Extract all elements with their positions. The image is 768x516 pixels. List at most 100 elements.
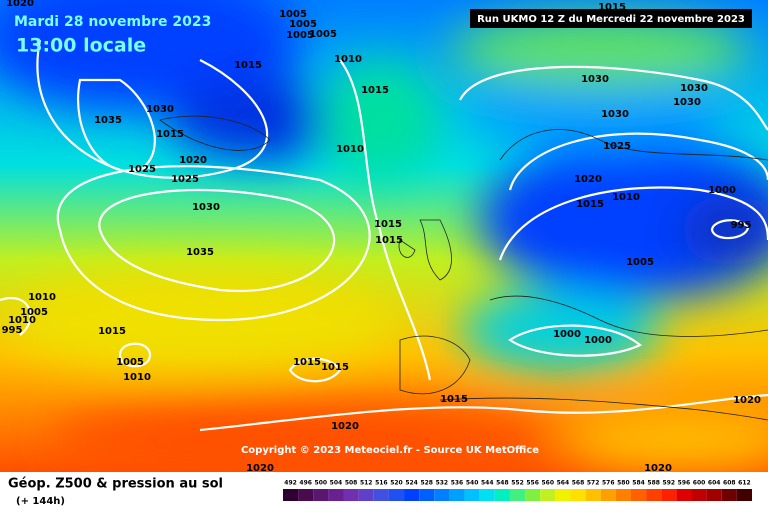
colorbar-swatch — [661, 489, 677, 501]
isobar-label: 1030 — [581, 74, 609, 85]
isobar-label: 1005 — [309, 29, 337, 40]
isobar-label: 1020 — [6, 0, 34, 9]
isobar-label: 1015 — [361, 85, 389, 96]
isobar-label: 1015 — [234, 60, 262, 71]
isobar-label: 1015 — [375, 235, 403, 246]
colorbar-tick-label: 528 — [420, 480, 433, 487]
colorbar-swatch — [343, 489, 359, 501]
colorbar-swatch — [464, 489, 480, 501]
isobar-label: 1020 — [733, 395, 761, 406]
colorbar-swatch — [434, 489, 450, 501]
footer-title: Géop. Z500 & pression au sol — [8, 477, 223, 492]
colorbar-swatch — [585, 489, 601, 501]
isobar-label: 1025 — [603, 141, 631, 152]
colorbar-tick-label: 584 — [632, 480, 645, 487]
colorbar-swatch — [676, 489, 692, 501]
isobar-label: 1020 — [246, 463, 274, 474]
isobar-label: 1015 — [576, 199, 604, 210]
isobar-label: 1015 — [440, 394, 468, 405]
colorbar-tick-label: 552 — [511, 480, 524, 487]
colorbar-tick-label: 536 — [451, 480, 464, 487]
forecast-date: Mardi 28 novembre 2023 — [14, 14, 211, 30]
isobar-label: 1000 — [553, 329, 581, 340]
colorbar-tick-label: 568 — [572, 480, 585, 487]
isobar-label: 1015 — [293, 357, 321, 368]
colorbar-swatch — [328, 489, 344, 501]
colorbar-tick-label: 588 — [647, 480, 660, 487]
colorbar-tick-label: 500 — [315, 480, 328, 487]
colorbar-swatch — [646, 489, 662, 501]
isobar-label: 1030 — [192, 202, 220, 213]
isobar-label: 1025 — [171, 174, 199, 185]
coastlines — [159, 115, 768, 421]
colorbar-tick-label: 540 — [466, 480, 479, 487]
isobar-label: 1005 — [286, 30, 314, 41]
colorbar-swatch — [479, 489, 495, 501]
isobar-label: 1015 — [156, 129, 184, 140]
isobar-label: 1035 — [94, 115, 122, 126]
isobar-label: 1015 — [374, 219, 402, 230]
colorbar-swatch — [283, 489, 299, 501]
isobar-label: 1030 — [601, 109, 629, 120]
isobars — [0, 39, 768, 432]
isobar-label: 1035 — [186, 247, 214, 258]
run-box — [470, 9, 752, 28]
copyright: Copyright © 2023 Meteociel.fr - Source U… — [241, 445, 539, 456]
colorbar-tick-label: 600 — [693, 480, 706, 487]
colorbar-swatch — [419, 489, 435, 501]
colorbar-swatch — [313, 489, 329, 501]
colorbar-tick-label: 492 — [284, 480, 297, 487]
colorbar-swatch — [525, 489, 541, 501]
isobar-label: 1005 — [20, 307, 48, 318]
forecast-time: 13:00 locale — [16, 35, 146, 57]
colorbar-tick-label: 564 — [557, 480, 570, 487]
colorbar-tick-label: 560 — [541, 480, 554, 487]
colorbar-tick-label: 556 — [526, 480, 539, 487]
isobar-label: 1015 — [321, 362, 349, 373]
colorbar-tick-label: 520 — [390, 480, 403, 487]
isobar-label: 1010 — [28, 292, 56, 303]
isobar-label: 1000 — [708, 185, 736, 196]
colorbar-swatch — [555, 489, 571, 501]
isobar-label: 995 — [731, 220, 752, 231]
colorbar-swatch — [570, 489, 586, 501]
isobar-label: 1020 — [331, 421, 359, 432]
colorbar-tick-label: 544 — [481, 480, 494, 487]
isobar-label: 1010 — [336, 144, 364, 155]
isobar-label: 1030 — [673, 97, 701, 108]
colorbar-swatch — [373, 489, 389, 501]
isobar-label: 1030 — [146, 104, 174, 115]
isobar-label: 1020 — [644, 463, 672, 474]
isobar-label: 1005 — [279, 9, 307, 20]
colorbar-swatch — [706, 489, 722, 501]
colorbar-tick-label: 592 — [663, 480, 676, 487]
colorbar-tick-label: 576 — [602, 480, 615, 487]
isobar-label: 1005 — [289, 19, 317, 30]
colorbar-tick-label: 608 — [723, 480, 736, 487]
colorbar-swatch — [736, 489, 752, 501]
colorbar-swatch — [404, 489, 420, 501]
isobar-label: 1020 — [179, 155, 207, 166]
colorbar-swatch — [449, 489, 465, 501]
colorbar: 492 496 500 504 508 512 516 520 524 528 532 536 540 5… — [283, 480, 752, 501]
colorbar-swatch — [615, 489, 631, 501]
isobar-label: 1010 — [612, 192, 640, 203]
isobar-label: 1010 — [123, 372, 151, 383]
isobar-label: 1015 — [598, 2, 626, 13]
colorbar-tick-label: 516 — [375, 480, 388, 487]
colorbar-tick-label: 524 — [405, 480, 418, 487]
colorbar-swatch — [298, 489, 314, 501]
isobar-label: 1015 — [98, 326, 126, 337]
isobar-label: 1010 — [8, 315, 36, 326]
colorbar-swatch — [494, 489, 510, 501]
colorbar-tick-label: 532 — [436, 480, 449, 487]
colorbar-swatch — [721, 489, 737, 501]
colorbar-swatch — [540, 489, 556, 501]
isobar-label: 1025 — [128, 164, 156, 175]
isobar-label: 1010 — [334, 54, 362, 65]
colorbar-swatch — [388, 489, 405, 501]
run-info: Run UKMO 12 Z du Mercredi 22 novembre 20… — [477, 14, 745, 25]
colorbar-tick-label: 604 — [708, 480, 721, 487]
colorbar-swatch — [509, 489, 526, 501]
